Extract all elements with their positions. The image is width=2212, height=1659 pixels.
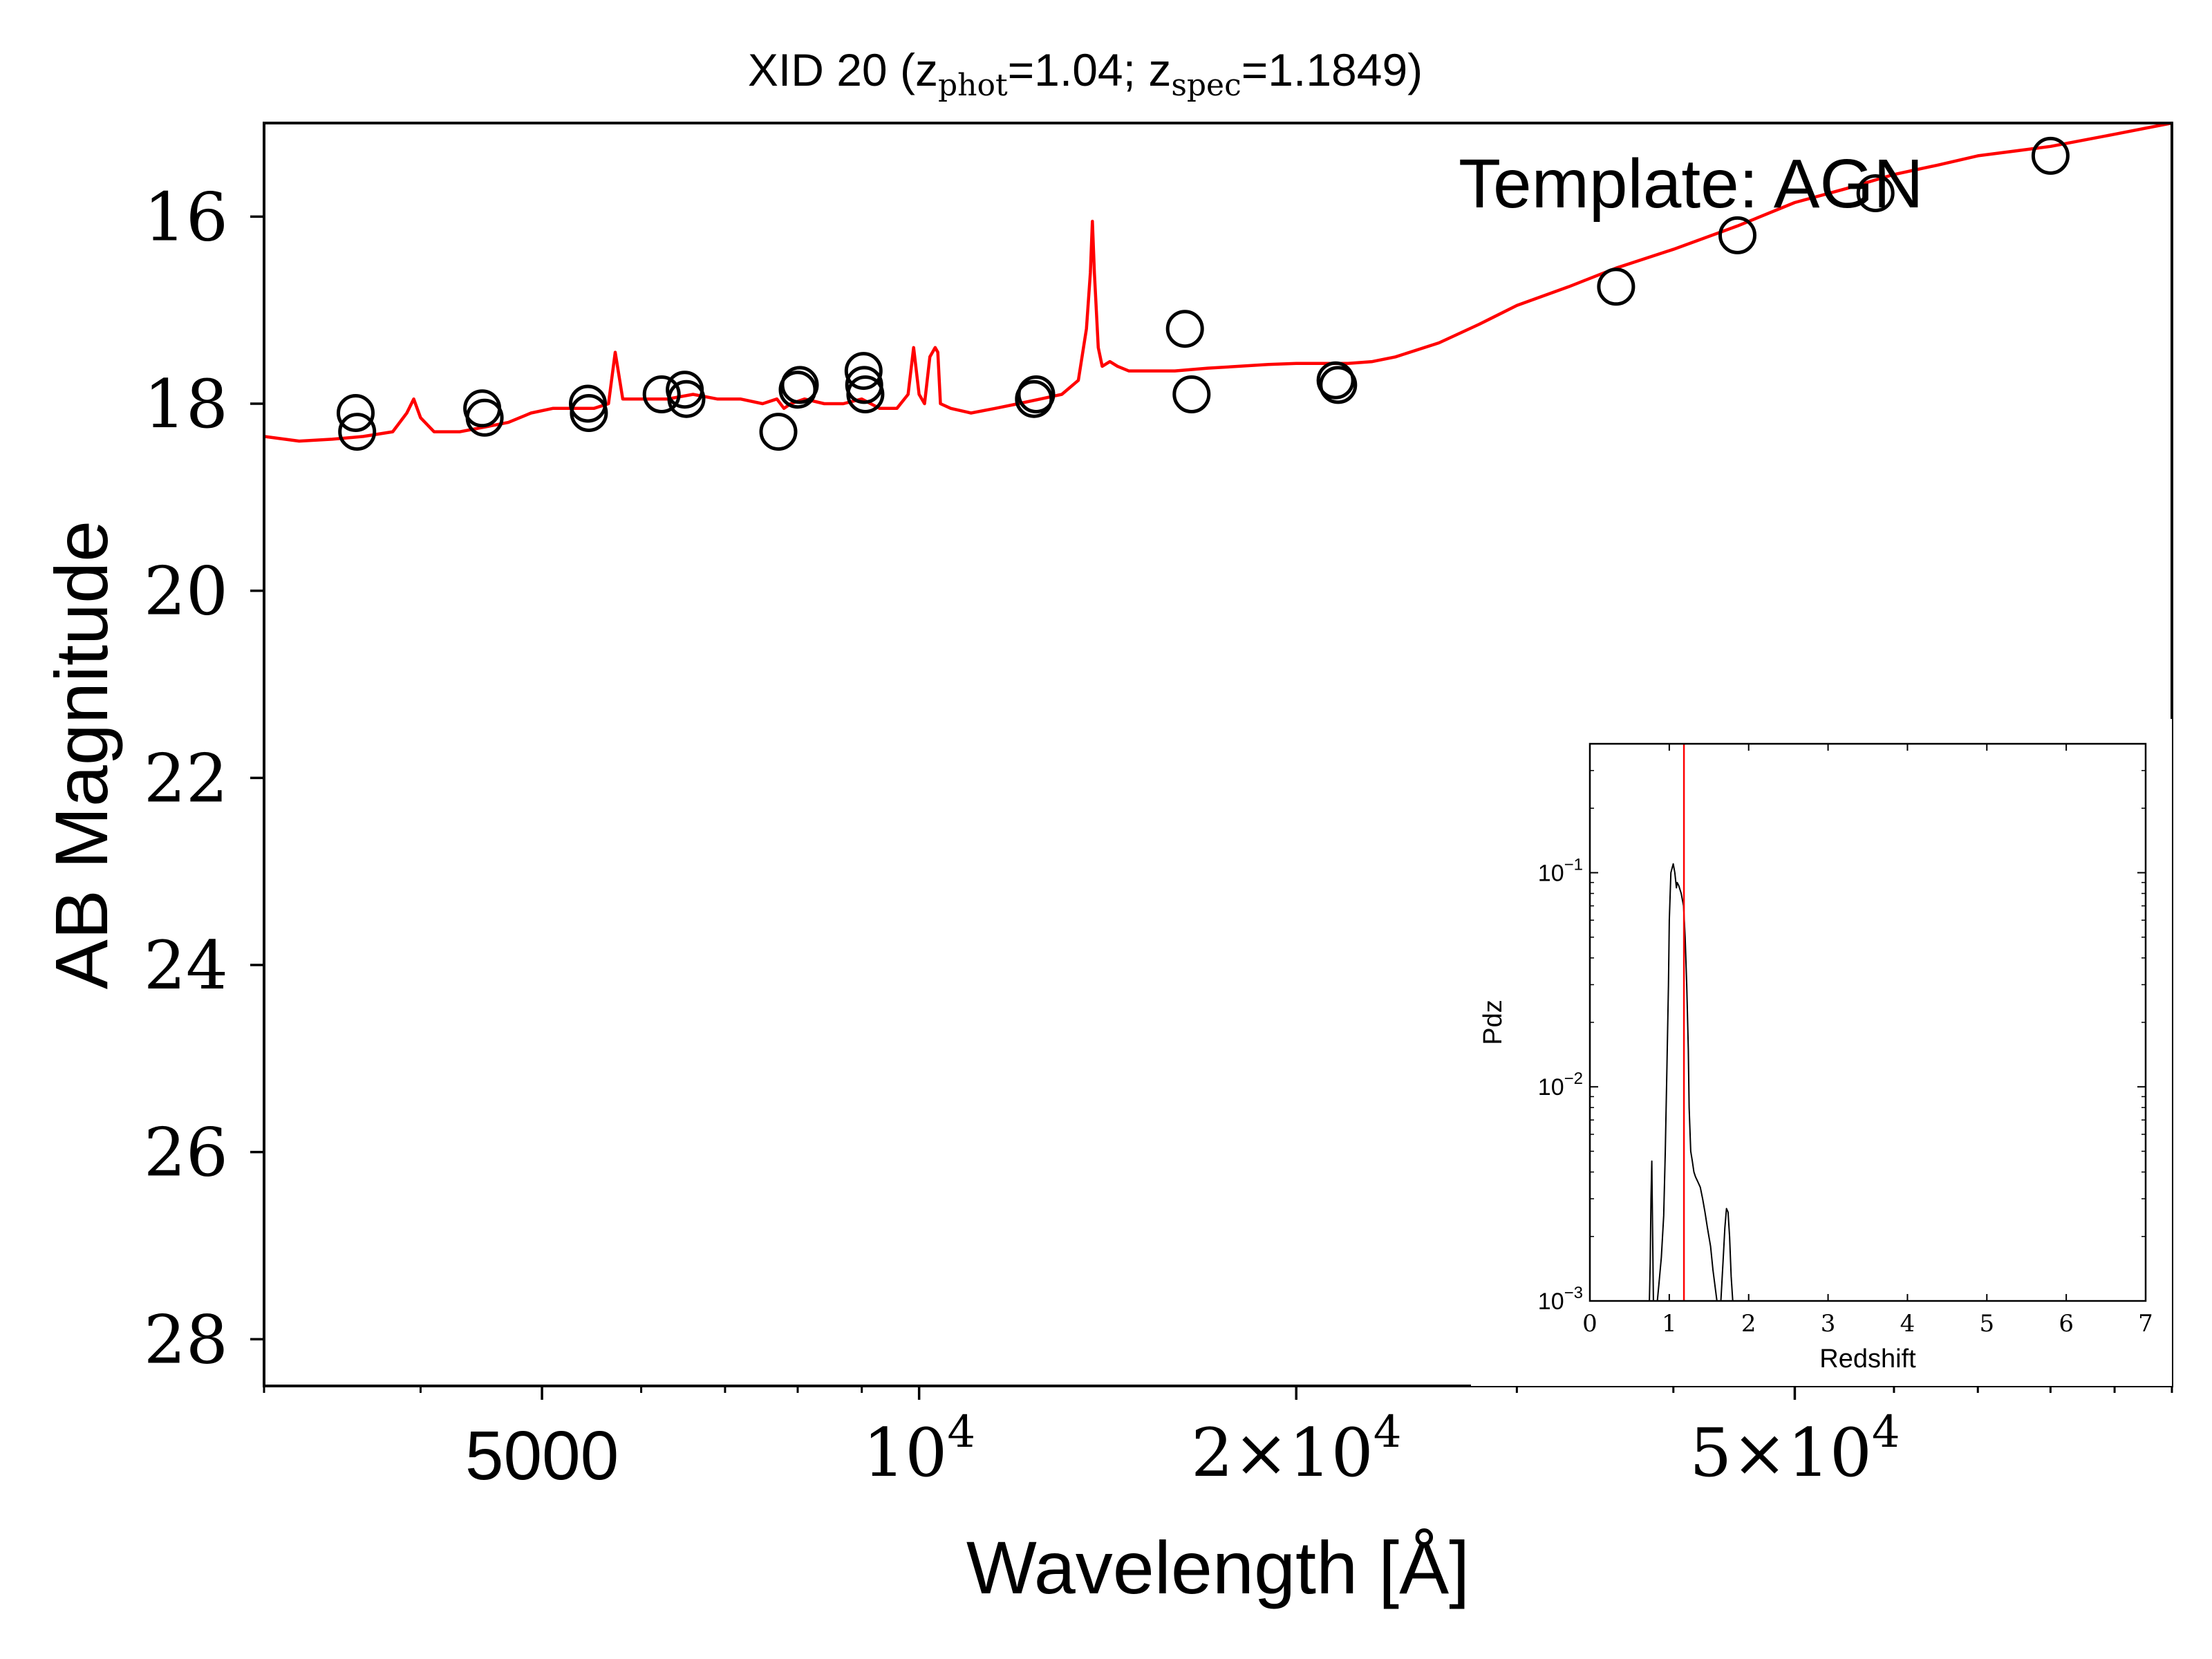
photometry-point <box>1316 361 1355 400</box>
photometry-point <box>846 375 885 413</box>
photometry-point <box>844 352 883 391</box>
inset-x-axis-label: Redshift <box>1819 1344 1916 1374</box>
title-prefix: XID 20 (z <box>748 44 938 95</box>
x-tick-label: 5×104 <box>1689 1407 1900 1492</box>
y-tick-label: 22 <box>144 740 228 817</box>
photometry-point <box>1856 174 1895 212</box>
x-tick-label: 2×104 <box>1191 1407 1401 1492</box>
inset-y-axis-label: Pdz <box>1479 1000 1508 1044</box>
photometry-point <box>338 413 377 451</box>
y-tick-label: 16 <box>144 178 228 256</box>
photometry-point <box>2031 136 2070 175</box>
photometry-point <box>780 366 819 404</box>
inset-x-tick-label: 5 <box>1979 1310 1994 1338</box>
y-tick-label: 28 <box>144 1301 228 1378</box>
inset-y-tick-label: 10−2 <box>1538 1069 1583 1100</box>
photometry-point <box>570 394 608 432</box>
photometry-point <box>1017 375 1056 413</box>
photometry-point <box>642 375 681 413</box>
inset-x-tick-label: 7 <box>2138 1310 2153 1338</box>
inset-y-tick-label: 10−1 <box>1538 855 1583 886</box>
title-suffix: =1.1849) <box>1241 44 1423 95</box>
inset-background <box>1471 719 2172 1386</box>
photometry-point <box>1172 375 1211 413</box>
title-sub-phot: phot <box>938 68 1008 103</box>
photometry-point <box>1319 366 1358 404</box>
y-tick-label: 26 <box>144 1114 228 1192</box>
x-tick-label: 5000 <box>465 1417 619 1494</box>
photometry-point <box>337 394 375 432</box>
inset-x-tick-label: 3 <box>1821 1310 1836 1338</box>
inset-axis-ticks: 0 1 2 3 4 5 6 7 10−1 10−2 10−3 <box>1538 743 2153 1338</box>
inset-x-tick-label: 4 <box>1900 1310 1915 1338</box>
x-tick-label: 104 <box>863 1407 975 1492</box>
inset-x-tick-label: 6 <box>2059 1310 2074 1338</box>
y-tick-label: 24 <box>144 927 228 1004</box>
template-model-line <box>263 121 2173 443</box>
title-mid: =1.04; z <box>1008 44 1172 95</box>
inset-x-tick-label: 2 <box>1741 1310 1756 1338</box>
photometry-point <box>1597 268 1635 306</box>
inset-x-tick-label: 1 <box>1662 1310 1677 1338</box>
y-axis-label: AB Magnitude <box>39 521 123 989</box>
inset-x-tick-label: 0 <box>1582 1310 1597 1338</box>
photometry-points-layer <box>337 136 2070 451</box>
y-tick-label: 20 <box>144 553 228 630</box>
photometry-point <box>1165 310 1204 348</box>
photometry-point <box>667 379 706 418</box>
inset-axes-frame <box>1588 742 2147 1302</box>
photometry-point <box>1718 216 1756 254</box>
y-tick-label: 18 <box>144 366 228 443</box>
template-annotation: Template: AGN <box>1459 145 1924 223</box>
photometry-point <box>759 413 798 451</box>
chart-title: XID 20 (zphot=1.04; zspec=1.1849) <box>748 44 1423 103</box>
title-sub-spec: spec <box>1171 68 1241 103</box>
inset-y-tick-label: 10−3 <box>1538 1284 1583 1315</box>
x-axis-label: Wavelength [Å] <box>966 1526 1470 1609</box>
photometry-point <box>465 398 504 437</box>
template-model-layer <box>263 121 2173 443</box>
